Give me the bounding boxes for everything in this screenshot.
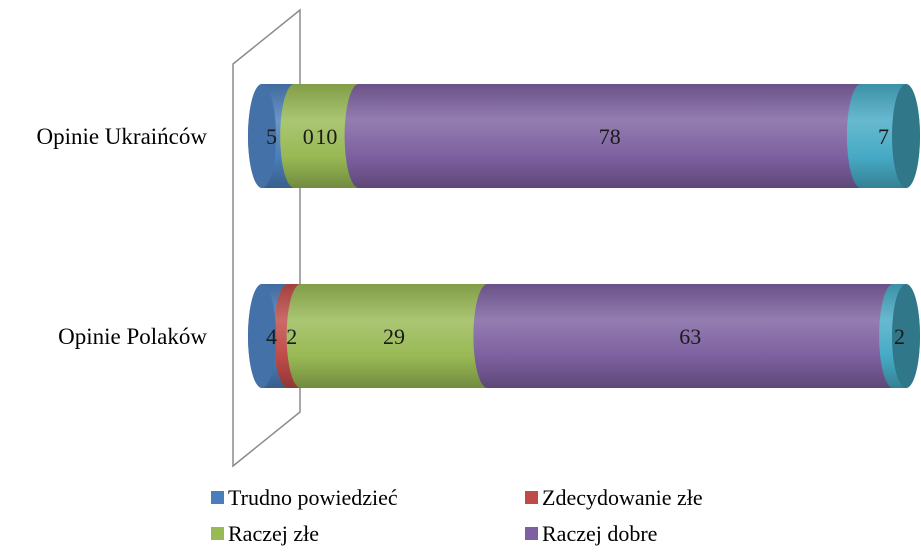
- category-label-1: Opinie Polaków: [58, 324, 207, 349]
- bar-1-series-3: [473, 284, 908, 388]
- legend-swatch-0: [211, 491, 224, 504]
- legend-swatch-1: [525, 491, 538, 504]
- legend-item-0: Trudno powiedzieć: [211, 485, 398, 510]
- bars: 5 0 10 78 74 2 29 63 2: [248, 84, 920, 388]
- bar-1-left-cap: [248, 284, 276, 388]
- legend-label-3: Raczej dobre: [542, 521, 657, 546]
- category-labels: Opinie Ukraińców Opinie Polaków: [36, 124, 207, 349]
- bar-1-right-cap: [892, 284, 920, 388]
- back-wall: [232, 8, 301, 468]
- legend-label-0: Trudno powiedzieć: [228, 485, 398, 510]
- data-label-1-2: 29: [383, 324, 405, 349]
- legend: Trudno powiedzieć Zdecydowanie złe Raczej …: [211, 485, 703, 546]
- data-label-1-4: 2: [894, 324, 905, 349]
- data-label-0-4: 7: [878, 124, 889, 149]
- bar-1-series-2: [286, 284, 502, 388]
- data-label-1-3: 63: [679, 324, 701, 349]
- legend-item-2: Raczej złe: [211, 521, 319, 546]
- bar-0-right-cap: [892, 84, 920, 188]
- legend-label-1: Zdecydowanie złe: [542, 485, 703, 510]
- bar-0-left-cap: [248, 84, 276, 188]
- data-label-0-2: 10: [315, 124, 337, 149]
- data-label-0-1: 0: [303, 124, 314, 149]
- category-label-0: Opinie Ukraińców: [36, 124, 207, 149]
- legend-swatch-2: [211, 527, 224, 540]
- data-label-1-1: 2: [286, 324, 297, 349]
- data-label-1-0: 4: [266, 324, 277, 349]
- legend-item-1: Zdecydowanie złe: [525, 485, 703, 510]
- legend-swatch-3: [525, 527, 538, 540]
- data-label-0-0: 5: [266, 124, 277, 149]
- legend-item-3: Raczej dobre: [525, 521, 657, 546]
- bar-0-series-3: [344, 84, 875, 188]
- legend-label-2: Raczej złe: [228, 521, 319, 546]
- data-label-0-3: 78: [599, 124, 621, 149]
